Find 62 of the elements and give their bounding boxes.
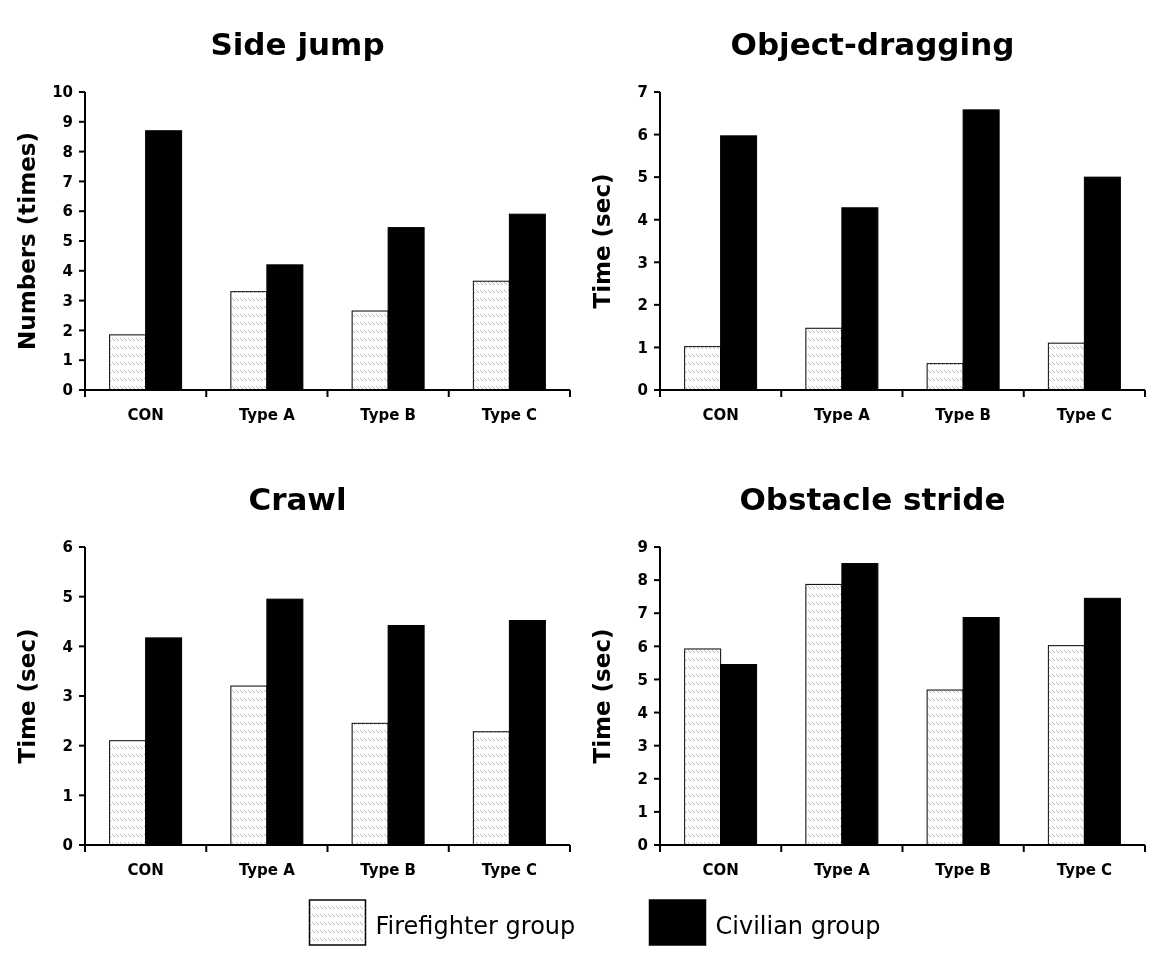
legend-label: Civilian group bbox=[715, 912, 881, 940]
x-tick-label: Type A bbox=[813, 861, 871, 879]
y-axis-title: Time (sec) bbox=[589, 628, 615, 764]
y-tick-label: 8 bbox=[637, 571, 648, 590]
chart-title: Object-dragging bbox=[730, 26, 1015, 62]
x-tick-label: Type B bbox=[935, 861, 992, 879]
y-tick-label: 6 bbox=[62, 202, 73, 221]
y-tick-label: 6 bbox=[637, 637, 648, 656]
y-tick-label: 1 bbox=[637, 338, 648, 357]
y-tick-label: 0 bbox=[62, 836, 73, 855]
y-tick-label: 9 bbox=[637, 538, 648, 557]
y-tick-label: 3 bbox=[62, 291, 73, 310]
y-tick-label: 5 bbox=[637, 168, 648, 187]
chart-title: Crawl bbox=[248, 481, 347, 517]
y-tick-label: 5 bbox=[637, 670, 648, 689]
legend-label: Firefighter group bbox=[375, 912, 576, 940]
y-tick-label: 6 bbox=[62, 538, 73, 557]
chart-title: Obstacle stride bbox=[739, 481, 1006, 517]
y-tick-label: 2 bbox=[62, 736, 73, 755]
y-tick-label: 6 bbox=[637, 125, 648, 144]
x-tick-label: Type A bbox=[813, 406, 871, 424]
x-tick-label: CON bbox=[127, 861, 164, 879]
y-tick-label: 0 bbox=[637, 836, 648, 855]
x-tick-label: Type A bbox=[238, 861, 296, 879]
y-tick-label: 1 bbox=[62, 786, 73, 805]
y-tick-label: 2 bbox=[637, 770, 648, 789]
y-tick-label: 9 bbox=[62, 113, 73, 132]
x-tick-label: Type B bbox=[360, 861, 417, 879]
x-tick-label: Type B bbox=[935, 406, 992, 424]
y-tick-label: 2 bbox=[62, 321, 73, 340]
y-tick-label: 4 bbox=[637, 703, 648, 722]
y-tick-label: 0 bbox=[637, 381, 648, 400]
y-tick-label: 4 bbox=[62, 262, 73, 281]
y-tick-label: 3 bbox=[637, 736, 648, 755]
y-axis-title: Time (sec) bbox=[589, 173, 615, 309]
y-tick-label: 0 bbox=[62, 381, 73, 400]
y-tick-label: 2 bbox=[637, 296, 648, 315]
x-tick-label: Type B bbox=[360, 406, 417, 424]
x-tick-label: Type C bbox=[481, 406, 538, 424]
chart-title: Side jump bbox=[210, 26, 385, 62]
x-tick-label: CON bbox=[702, 861, 739, 879]
y-tick-label: 5 bbox=[62, 232, 73, 251]
y-tick-label: 3 bbox=[62, 687, 73, 706]
y-tick-label: 7 bbox=[637, 83, 648, 102]
y-tick-label: 4 bbox=[637, 210, 648, 229]
y-tick-label: 7 bbox=[637, 604, 648, 623]
x-tick-label: Type C bbox=[481, 861, 538, 879]
y-tick-label: 4 bbox=[62, 637, 73, 656]
y-tick-label: 3 bbox=[637, 253, 648, 272]
y-tick-label: 1 bbox=[62, 351, 73, 370]
y-tick-label: 7 bbox=[62, 172, 73, 191]
y-tick-label: 8 bbox=[62, 142, 73, 161]
y-axis-title: Numbers (times) bbox=[14, 132, 40, 350]
y-tick-label: 10 bbox=[52, 83, 73, 102]
y-tick-label: 5 bbox=[62, 587, 73, 606]
x-tick-label: Type C bbox=[1056, 406, 1113, 424]
x-tick-label: Type A bbox=[238, 406, 296, 424]
y-tick-label: 1 bbox=[637, 803, 648, 822]
x-tick-label: CON bbox=[127, 406, 164, 424]
x-tick-label: Type C bbox=[1056, 861, 1113, 879]
x-tick-label: CON bbox=[702, 406, 739, 424]
y-axis-title: Time (sec) bbox=[14, 628, 40, 764]
